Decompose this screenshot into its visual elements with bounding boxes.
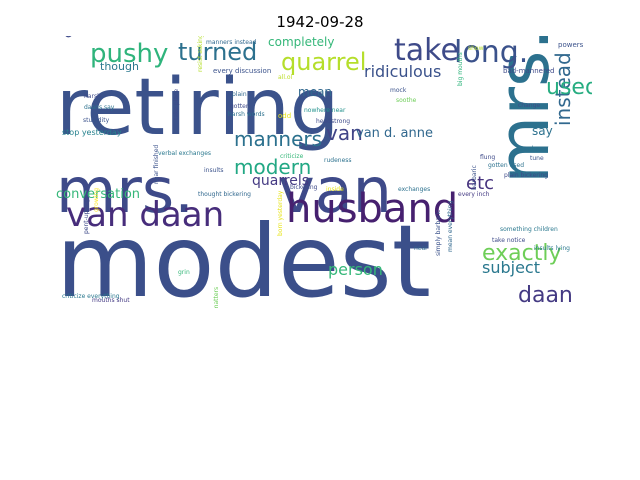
cloud-word-van: van: [326, 121, 363, 145]
cloud-word-gotten-used: gotten used: [488, 162, 524, 169]
cloud-word-headstrong: headstrong: [316, 118, 350, 125]
cloud-word-ridiculous: ridiculous: [364, 62, 441, 81]
cloud-word-mrs: mrs.: [483, 36, 565, 184]
cloud-word-etc: etc: [466, 173, 494, 194]
cloud-word-conversation: conversation: [56, 187, 140, 202]
cloud-word-inside: inside: [326, 186, 344, 193]
cloud-word-simply-barbaric: simply barbaric: [435, 210, 442, 256]
cloud-word-retiring: retiring: [56, 63, 339, 153]
cloud-word-rudeness: rudeness: [324, 157, 352, 164]
cloud-word-say: say: [532, 124, 553, 138]
cloud-word-mean-everything: mean everything: [447, 201, 454, 252]
cloud-word-insults-lying: insults lying: [534, 245, 570, 252]
chart-title: 1942-09-28: [276, 13, 364, 31]
cloud-word-soothe: soothe: [396, 97, 417, 104]
cloud-word-pent-up-rage: pent-up rage: [83, 195, 90, 234]
cloud-word-mrs: mrs.: [56, 154, 194, 227]
cloud-word-outgrew: outgrew: [524, 145, 549, 152]
cloud-word-thought-bickering: thought bickering: [198, 191, 251, 198]
cloud-word-van: van: [278, 154, 392, 227]
cloud-word-exactly: exactly: [482, 241, 562, 266]
cloud-word-van-d-anne: van d. anne: [356, 126, 433, 141]
cloud-word-long: long.: [454, 36, 528, 70]
cloud-word-bad-mannered: bad-mannered: [503, 67, 554, 75]
cloud-word-harsh: harsh: [84, 93, 101, 100]
cloud-word-show: show: [468, 45, 484, 52]
cloud-word-easily: easily: [61, 36, 75, 38]
cloud-word-take-place: take place: [173, 89, 180, 120]
cloud-word-manners-instead: manners instead: [206, 39, 257, 46]
cloud-word-born-yesterday: born yesterday: [277, 190, 284, 236]
cloud-word-plain-bickering: plain bickering: [504, 172, 548, 179]
cloud-word-harsh-words: harsh words: [228, 111, 265, 118]
cloud-word-criticize: criticize: [280, 153, 304, 160]
cloud-word-modest: modest: [56, 203, 431, 308]
cloud-word-plain: plain: [232, 91, 247, 98]
cloud-word-barbaric: barbaric: [471, 165, 478, 190]
cloud-word-criticize-everything: criticize everything: [62, 293, 120, 300]
cloud-word-though: though: [100, 60, 139, 73]
cloud-word-change: change: [518, 102, 540, 109]
cloud-word-person: person: [328, 260, 383, 279]
cloud-word-quarrel: quarrel: [281, 48, 366, 76]
cloud-word-pushy: pushy: [90, 39, 168, 69]
cloud-word-verbal-exchanges: verbal exchanges: [158, 150, 211, 157]
cloud-word-near-finished: near finished: [153, 145, 160, 184]
cloud-word-instead: instead: [551, 52, 575, 126]
word-cloud: modest retiring mrs. mrs. van van daan husband…: [48, 36, 592, 308]
cloud-word-grin: grin: [178, 269, 190, 276]
cloud-word-bickering: bickering: [290, 184, 318, 191]
cloud-word-resist-asking: resist asking: [197, 36, 204, 72]
cloud-word-big-mouths: big mouths: [457, 52, 464, 86]
cloud-word-every-inch: every inch: [458, 191, 490, 198]
cloud-word-near: near: [414, 245, 428, 252]
cloud-word-van-daan: van daan: [66, 195, 224, 235]
cloud-word-odd: odd: [278, 112, 291, 120]
cloud-word-every-discussion: every discussion: [213, 67, 271, 75]
cloud-word-tune: tune: [530, 155, 544, 162]
cloud-word-powers: powers: [558, 41, 584, 49]
cloud-word-turned: turned: [178, 38, 257, 66]
cloud-word-gotten: gotten: [230, 103, 250, 110]
cloud-word-mouths-shut: mouths shut: [92, 297, 130, 304]
cloud-word-daans-say: daans say: [84, 104, 115, 111]
cloud-word-petty-matters: petty matters: [213, 287, 220, 308]
cloud-word-subject: subject: [482, 258, 540, 277]
cloud-word-used: used: [546, 75, 592, 100]
cloud-word-something-children: something children: [500, 226, 558, 233]
cloud-word-take: take: [394, 36, 459, 68]
cloud-word-nowhere-near: nowhere near: [304, 107, 346, 114]
cloud-word-flung: flung: [480, 154, 495, 161]
cloud-word-growing: growing: [93, 188, 100, 212]
cloud-word-all-ol: all.ol: [278, 74, 293, 81]
cloud-word-mock: mock: [390, 87, 407, 94]
cloud-word-stupidity: stupidity: [83, 117, 110, 124]
cloud-word-stop-yesterday: stop yesterday: [62, 128, 122, 137]
cloud-word-mean: mean: [298, 85, 332, 99]
cloud-word-daan: daan: [518, 283, 573, 308]
cloud-word-completely: completely: [268, 36, 335, 49]
cloud-word-quarrels: quarrels: [252, 173, 309, 189]
cloud-word-born: born: [240, 241, 254, 248]
cloud-word-insults: insults: [204, 167, 224, 174]
cloud-word-manners: manners: [234, 127, 322, 151]
cloud-word-take-notice: take notice: [492, 237, 526, 244]
cloud-word-modern: modern: [234, 155, 311, 179]
cloud-word-exchanges: exchanges: [398, 186, 430, 193]
cloud-word-husband: husband: [286, 186, 458, 232]
